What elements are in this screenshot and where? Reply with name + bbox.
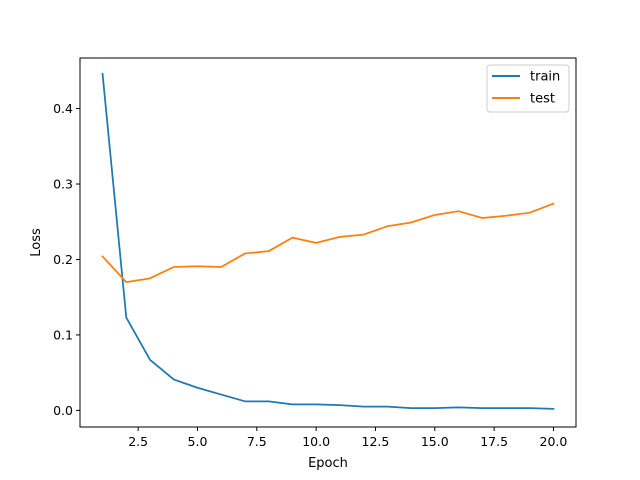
y-axis-label: Loss [29,228,44,257]
y-tick-label: 0.1 [53,327,73,342]
x-tick-label: 12.5 [362,434,390,449]
series-layer [101,72,555,410]
series-line-test [101,202,555,283]
plot-area [80,58,576,427]
x-axis-label: Epoch [308,456,348,471]
x-tick-label: 7.5 [247,434,267,449]
plot-frame [79,57,577,428]
x-tick-label: 17.5 [480,434,508,449]
y-axis: 0.0 0.1 0.2 0.3 0.4 [53,101,80,418]
legend: train test [486,64,570,113]
x-tick-label: 5.0 [188,434,208,449]
x-tick-label: 15.0 [421,434,449,449]
y-tick-label: 0.4 [53,101,73,116]
y-tick-label: 0.2 [53,252,73,267]
x-axis: 2.5 5.0 7.5 10.0 12.5 15.0 17.5 20.0 [128,427,567,449]
legend-label-test: test [530,92,555,107]
x-tick-label: 2.5 [128,434,148,449]
x-tick-label: 20.0 [540,434,568,449]
legend-label-train: train [530,70,560,85]
x-tick-label: 10.0 [302,434,330,449]
y-tick-label: 0.0 [53,403,73,418]
series-line-train [101,72,555,410]
y-tick-label: 0.3 [53,177,73,192]
